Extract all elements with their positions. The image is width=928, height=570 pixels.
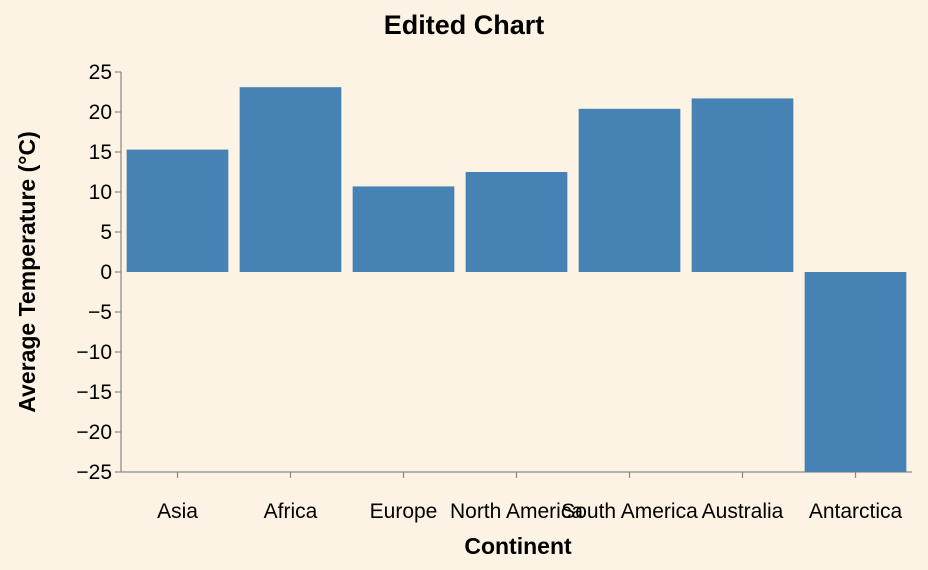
y-tick-label: −15: [76, 381, 112, 404]
x-tick-label: North America: [450, 500, 583, 523]
bar-australia: [691, 98, 794, 273]
y-tick-label: −20: [76, 421, 112, 444]
y-tick-label: 10: [89, 181, 112, 204]
y-tick-label: 5: [100, 221, 112, 244]
chart-title: Edited Chart: [384, 10, 545, 40]
x-tick-label: South America: [561, 500, 698, 523]
y-tick-label: −25: [76, 461, 112, 484]
x-axis-title: Continent: [464, 533, 572, 559]
bar-africa: [239, 87, 342, 272]
bar-europe: [352, 186, 455, 272]
y-axis: 25 20 15 10 5 0 −5 −10 −15 −20 −25: [76, 61, 122, 484]
bars-group: [126, 87, 907, 472]
bar-north-america: [465, 172, 568, 272]
x-tick-label: Antarctica: [809, 500, 903, 523]
y-tick-label: 25: [89, 61, 112, 84]
y-tick-label: 0: [100, 261, 112, 284]
y-axis-title: Average Temperature (°C): [14, 131, 40, 412]
x-tick-label: Africa: [264, 500, 318, 523]
bar-antarctica: [804, 272, 907, 472]
y-tick-label: −5: [88, 301, 112, 324]
bar-asia: [126, 149, 229, 272]
bar-south-america: [578, 108, 681, 272]
x-tick-label: Australia: [702, 500, 784, 523]
y-tick-label: 15: [89, 141, 112, 164]
y-tick-label: −10: [76, 341, 112, 364]
y-tick-label: 20: [89, 101, 112, 124]
x-tick-label: Europe: [370, 500, 438, 523]
x-tick-label: Asia: [157, 500, 198, 523]
